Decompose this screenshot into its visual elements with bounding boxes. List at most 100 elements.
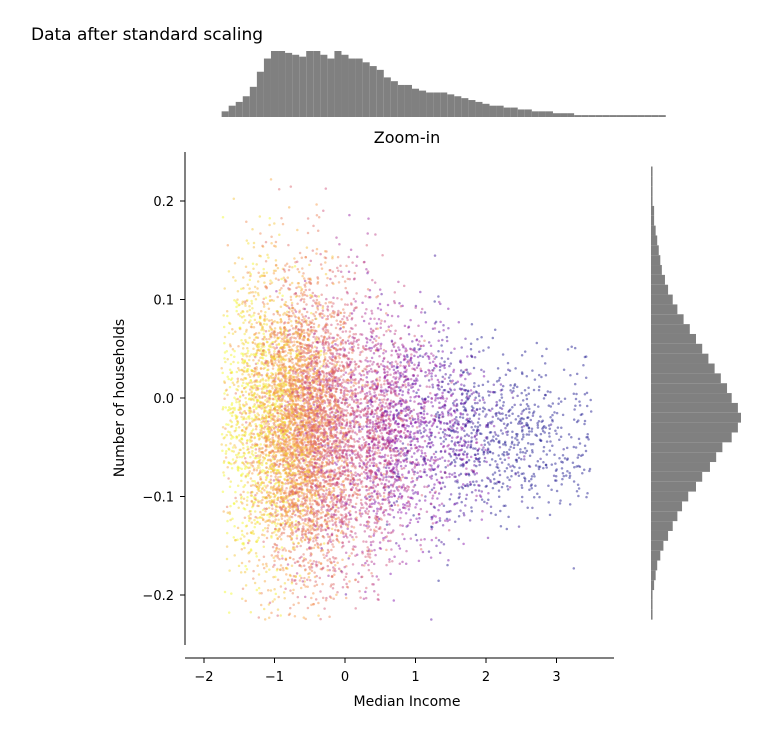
scatter-point bbox=[365, 370, 369, 374]
scatter-point bbox=[374, 233, 377, 236]
scatter-point bbox=[341, 330, 345, 334]
scatter-point bbox=[369, 327, 373, 331]
scatter-point bbox=[250, 391, 253, 394]
scatter-point bbox=[301, 451, 304, 455]
y-histogram-bar bbox=[651, 284, 669, 295]
scatter-point bbox=[287, 345, 291, 349]
scatter-point bbox=[350, 525, 354, 528]
scatter-point bbox=[324, 430, 327, 434]
scatter-point bbox=[442, 324, 445, 327]
scatter-point bbox=[470, 436, 473, 439]
scatter-point bbox=[308, 538, 312, 541]
scatter-point bbox=[384, 418, 388, 422]
scatter-point bbox=[439, 449, 443, 453]
scatter-point bbox=[289, 476, 292, 480]
scatter-point bbox=[265, 286, 269, 289]
scatter-point bbox=[273, 515, 277, 518]
scatter-point bbox=[331, 477, 335, 481]
scatter-point bbox=[525, 374, 529, 378]
x-histogram-bar bbox=[426, 92, 434, 117]
scatter-point bbox=[451, 419, 454, 422]
scatter-point bbox=[380, 407, 384, 411]
scatter-point bbox=[254, 298, 258, 301]
scatter-point bbox=[328, 557, 332, 561]
scatter-point bbox=[339, 343, 343, 346]
scatter-point bbox=[312, 400, 315, 404]
scatter-point bbox=[297, 601, 300, 605]
scatter-point bbox=[508, 414, 511, 417]
scatter-point bbox=[433, 483, 436, 486]
scatter-point bbox=[225, 505, 229, 509]
scatter-point bbox=[364, 440, 368, 444]
scatter-point bbox=[387, 466, 391, 470]
scatter-point bbox=[448, 387, 452, 391]
scatter-point bbox=[414, 304, 418, 308]
scatter-point bbox=[316, 421, 320, 424]
scatter-point bbox=[515, 432, 518, 436]
scatter-point bbox=[292, 432, 296, 435]
scatter-point bbox=[495, 404, 498, 408]
x-histogram-bar bbox=[433, 92, 441, 117]
scatter-point bbox=[233, 396, 236, 399]
x-histogram-bar bbox=[658, 115, 666, 117]
scatter-point bbox=[397, 489, 400, 492]
scatter-point bbox=[367, 217, 370, 220]
scatter-point bbox=[336, 255, 340, 259]
scatter-point bbox=[382, 538, 385, 542]
scatter-point bbox=[380, 393, 383, 396]
scatter-point bbox=[382, 398, 386, 401]
scatter-point bbox=[371, 540, 375, 543]
scatter-point bbox=[291, 379, 294, 382]
scatter-point bbox=[291, 591, 295, 595]
scatter-point bbox=[354, 502, 358, 506]
scatter-point bbox=[242, 287, 245, 290]
scatter-point bbox=[254, 416, 257, 419]
scatter-point bbox=[340, 520, 344, 524]
scatter-point bbox=[307, 277, 310, 280]
scatter-point bbox=[516, 438, 519, 442]
scatter-point bbox=[259, 443, 262, 446]
scatter-point bbox=[254, 448, 258, 451]
scatter-point bbox=[312, 372, 316, 376]
scatter-point bbox=[435, 415, 438, 419]
scatter-point bbox=[301, 478, 304, 481]
scatter-point bbox=[371, 425, 375, 428]
scatter-point bbox=[388, 402, 392, 405]
scatter-point bbox=[249, 611, 253, 614]
scatter-point bbox=[252, 468, 256, 472]
scatter-point bbox=[351, 261, 354, 264]
scatter-point bbox=[381, 498, 384, 501]
scatter-point bbox=[501, 482, 505, 485]
scatter-point bbox=[317, 377, 320, 380]
scatter-point bbox=[448, 472, 451, 476]
scatter-point bbox=[421, 550, 425, 554]
scatter-point bbox=[294, 472, 297, 475]
scatter-point bbox=[340, 514, 344, 517]
x-histogram-bar bbox=[567, 113, 575, 117]
scatter-point bbox=[313, 405, 316, 409]
scatter-point bbox=[387, 459, 391, 463]
scatter-point bbox=[404, 409, 407, 413]
scatter-point bbox=[439, 397, 443, 400]
scatter-point bbox=[453, 464, 457, 468]
scatter-point bbox=[372, 562, 376, 566]
scatter-point bbox=[340, 298, 343, 301]
scatter-point bbox=[358, 509, 362, 512]
scatter-point bbox=[265, 385, 268, 388]
scatter-point bbox=[313, 439, 316, 443]
scatter-point bbox=[332, 413, 336, 417]
scatter-point bbox=[456, 480, 459, 484]
figure-title: Data after standard scaling bbox=[31, 25, 263, 45]
scatter-point bbox=[252, 241, 256, 245]
scatter-point bbox=[280, 554, 284, 558]
scatter-point bbox=[252, 399, 256, 402]
scatter-point bbox=[331, 503, 335, 507]
scatter-point bbox=[304, 255, 308, 259]
y-histogram-bar bbox=[651, 383, 728, 394]
scatter-point bbox=[428, 361, 432, 365]
scatter-point bbox=[294, 295, 298, 298]
scatter-point bbox=[266, 527, 270, 530]
scatter-point bbox=[254, 482, 258, 485]
scatter-point bbox=[542, 397, 546, 400]
scatter-point bbox=[463, 434, 467, 438]
